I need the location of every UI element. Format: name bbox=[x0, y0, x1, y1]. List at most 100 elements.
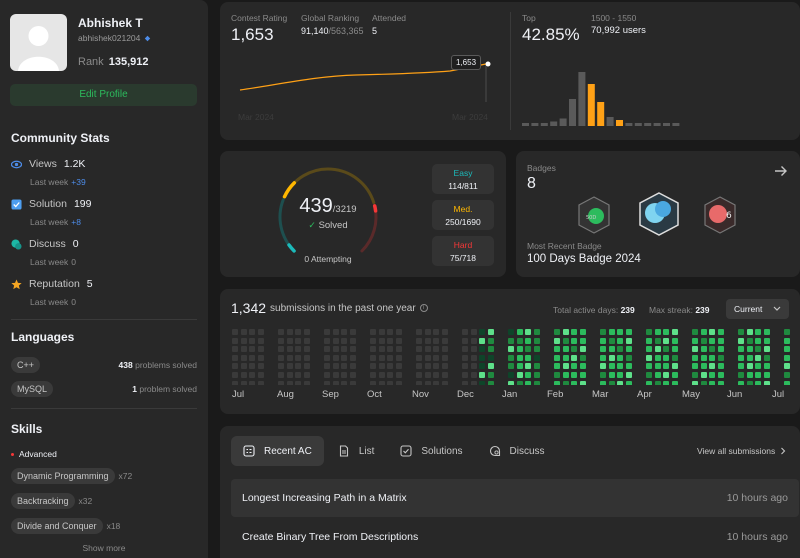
recent-ac-item[interactable]: Create Binary Tree From Descriptions 10 … bbox=[242, 531, 788, 543]
heatmap-cell[interactable] bbox=[700, 363, 707, 370]
heatmap-cell[interactable] bbox=[579, 380, 586, 385]
heatmap-cell[interactable] bbox=[692, 329, 698, 335]
heatmap-cell[interactable] bbox=[746, 329, 753, 335]
heatmap-cell[interactable] bbox=[562, 363, 569, 370]
heatmap-cell[interactable] bbox=[424, 354, 431, 361]
heatmap-cell[interactable] bbox=[487, 380, 494, 385]
heatmap-cell[interactable] bbox=[709, 354, 716, 361]
tab-recent-ac[interactable]: Recent AC bbox=[231, 436, 324, 466]
heatmap-cell[interactable] bbox=[625, 380, 632, 385]
heatmap-cell[interactable] bbox=[324, 346, 330, 353]
heatmap-cell[interactable] bbox=[763, 363, 770, 370]
heatmap-cell[interactable] bbox=[646, 372, 652, 378]
heatmap-cell[interactable] bbox=[433, 346, 440, 353]
heatmap-cell[interactable] bbox=[600, 346, 606, 353]
heatmap-cell[interactable] bbox=[387, 372, 394, 378]
heatmap-cell[interactable] bbox=[387, 354, 394, 361]
heatmap-cell[interactable] bbox=[508, 329, 514, 335]
heatmap-cell[interactable] bbox=[441, 346, 448, 353]
heatmap-cell[interactable] bbox=[516, 372, 523, 378]
heatmap-cell[interactable] bbox=[286, 337, 293, 344]
heatmap-cell[interactable] bbox=[433, 354, 440, 361]
heatmap-cell[interactable] bbox=[441, 363, 448, 370]
heatmap-cell[interactable] bbox=[295, 346, 302, 353]
heatmap-cell[interactable] bbox=[562, 372, 569, 378]
heatmap-cell[interactable] bbox=[600, 354, 606, 361]
heatmap-cell[interactable] bbox=[600, 380, 606, 385]
heatmap-cell[interactable] bbox=[617, 354, 624, 361]
histogram-bar[interactable] bbox=[625, 123, 633, 126]
heatmap-cell[interactable] bbox=[746, 354, 753, 361]
heatmap-cell[interactable] bbox=[533, 329, 540, 335]
heatmap-cell[interactable] bbox=[378, 337, 385, 344]
heatmap-cell[interactable] bbox=[738, 354, 744, 361]
heatmap-cell[interactable] bbox=[717, 372, 724, 378]
heatmap-cell[interactable] bbox=[257, 380, 264, 385]
heatmap-cell[interactable] bbox=[232, 329, 238, 335]
heatmap-cell[interactable] bbox=[395, 363, 402, 370]
heatmap-cell[interactable] bbox=[516, 329, 523, 335]
heatmap-cell[interactable] bbox=[349, 354, 356, 361]
heatmap-cell[interactable] bbox=[709, 329, 716, 335]
heatmap-cell[interactable] bbox=[424, 363, 431, 370]
heatmap-cell[interactable] bbox=[341, 363, 348, 370]
heatmap-cell[interactable] bbox=[554, 337, 560, 344]
heatmap-cell[interactable] bbox=[608, 380, 615, 385]
heatmap-cell[interactable] bbox=[516, 380, 523, 385]
heatmap-cell[interactable] bbox=[763, 380, 770, 385]
heatmap-cell[interactable] bbox=[295, 354, 302, 361]
heatmap-cell[interactable] bbox=[654, 380, 661, 385]
heatmap-cell[interactable] bbox=[508, 372, 514, 378]
heatmap-cell[interactable] bbox=[470, 354, 477, 361]
heatmap-cell[interactable] bbox=[533, 337, 540, 344]
heatmap-cell[interactable] bbox=[470, 329, 477, 335]
heatmap-cell[interactable] bbox=[755, 329, 762, 335]
heatmap-cell[interactable] bbox=[232, 346, 238, 353]
heatmap-cell[interactable] bbox=[755, 372, 762, 378]
heatmap-cell[interactable] bbox=[433, 372, 440, 378]
heatmap-cell[interactable] bbox=[579, 363, 586, 370]
heatmap-cell[interactable] bbox=[487, 337, 494, 344]
heatmap-cell[interactable] bbox=[424, 337, 431, 344]
heatmap-cell[interactable] bbox=[617, 372, 624, 378]
histogram-bar[interactable] bbox=[540, 123, 548, 126]
heatmap-cell[interactable] bbox=[533, 346, 540, 353]
heatmap-cell[interactable] bbox=[763, 337, 770, 344]
heatmap-cell[interactable] bbox=[717, 380, 724, 385]
heatmap-cell[interactable] bbox=[487, 372, 494, 378]
rating-point[interactable] bbox=[485, 61, 491, 67]
heatmap-cell[interactable] bbox=[654, 354, 661, 361]
heatmap-cell[interactable] bbox=[554, 380, 560, 385]
heatmap-cell[interactable] bbox=[341, 346, 348, 353]
heatmap-cell[interactable] bbox=[571, 372, 578, 378]
heatmap-cell[interactable] bbox=[462, 354, 468, 361]
heatmap-cell[interactable] bbox=[646, 354, 652, 361]
heatmap-cell[interactable] bbox=[617, 346, 624, 353]
recent-ac-item[interactable]: Longest Increasing Path in a Matrix 10 h… bbox=[231, 479, 799, 517]
heatmap-cell[interactable] bbox=[508, 380, 514, 385]
heatmap-cell[interactable] bbox=[700, 380, 707, 385]
heatmap-cell[interactable] bbox=[332, 346, 339, 353]
heatmap-cell[interactable] bbox=[286, 363, 293, 370]
info-icon[interactable]: i bbox=[419, 304, 428, 312]
heatmap-cell[interactable] bbox=[625, 363, 632, 370]
heatmap-cell[interactable] bbox=[332, 372, 339, 378]
heatmap-cell[interactable] bbox=[240, 329, 247, 335]
heatmap-cell[interactable] bbox=[709, 363, 716, 370]
heatmap-cell[interactable] bbox=[286, 346, 293, 353]
heatmap-cell[interactable] bbox=[763, 346, 770, 353]
heatmap-cell[interactable] bbox=[324, 380, 330, 385]
heatmap-cell[interactable] bbox=[562, 346, 569, 353]
heatmap-cell[interactable] bbox=[671, 346, 678, 353]
heatmap-cell[interactable] bbox=[249, 372, 256, 378]
histogram-bar[interactable] bbox=[550, 121, 558, 127]
heatmap-cell[interactable] bbox=[784, 372, 790, 378]
show-more-link[interactable]: Show more bbox=[82, 543, 126, 553]
heatmap-cell[interactable] bbox=[387, 337, 394, 344]
heatmap-cell[interactable] bbox=[746, 372, 753, 378]
heatmap-cell[interactable] bbox=[295, 337, 302, 344]
heatmap-cell[interactable] bbox=[487, 329, 494, 335]
heatmap-cell[interactable] bbox=[278, 372, 284, 378]
heatmap-cell[interactable] bbox=[692, 354, 698, 361]
badge-50-days-icon[interactable]: 50D bbox=[576, 195, 612, 235]
